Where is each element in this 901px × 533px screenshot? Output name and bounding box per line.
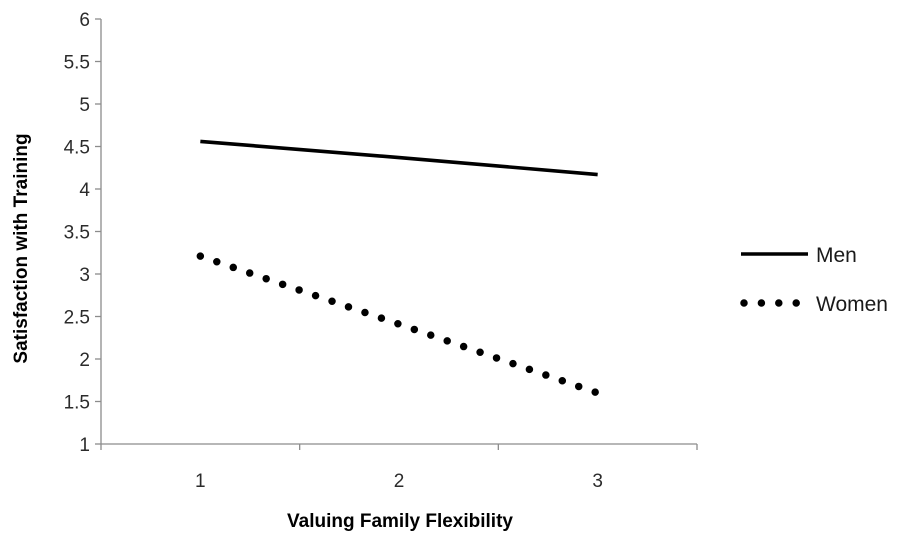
legend: Men Women	[740, 244, 888, 316]
y-ticks: 1 1.5 2 2.5 3 3.5 4 4.5 5 5.5 6	[64, 10, 101, 456]
legend-label-men: Men	[816, 244, 857, 267]
series-line-men	[200, 139, 598, 177]
x-ticks: 1 2 3	[100, 444, 698, 492]
legend-label-women: Women	[816, 293, 888, 316]
y-tick-label: 2	[79, 350, 90, 371]
x-tick-label: 2	[394, 471, 405, 492]
y-tick-label: 2.5	[64, 308, 90, 329]
y-tick-label: 5	[79, 95, 90, 116]
series-layer	[196, 139, 602, 397]
y-tick-label: 1.5	[64, 393, 90, 414]
y-tick-label: 3	[79, 265, 90, 286]
y-axis-title: Satisfaction with Training	[11, 133, 32, 363]
y-tick-label: 4	[79, 180, 90, 201]
y-tick-label: 3.5	[64, 223, 90, 244]
axes: 1 1.5 2 2.5 3 3.5 4 4.5 5 5.5 6 1 2 3	[64, 10, 698, 492]
x-tick-label: 3	[592, 471, 603, 492]
x-tick-label: 1	[195, 471, 206, 492]
y-tick-label: 5.5	[64, 53, 90, 74]
y-tick-label: 4.5	[64, 138, 90, 159]
x-axis-title: Valuing Family Flexibility	[287, 511, 513, 532]
y-tick-label: 1	[79, 435, 90, 456]
y-tick-label: 6	[79, 10, 90, 31]
series-line-women	[196, 252, 602, 397]
